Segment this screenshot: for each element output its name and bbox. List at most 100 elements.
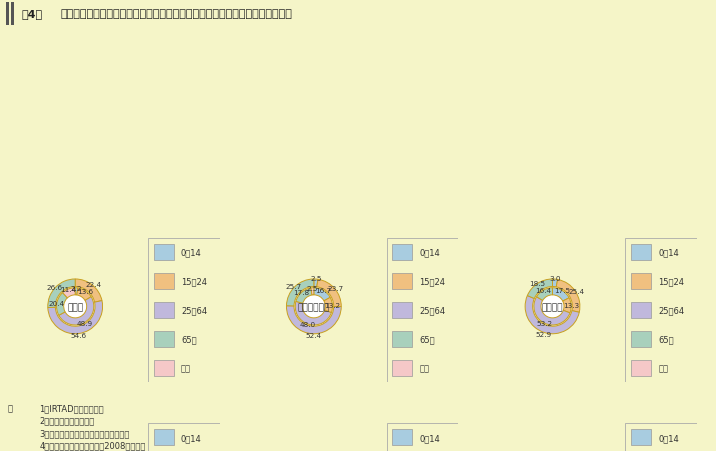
Text: 25.7: 25.7 <box>286 283 302 289</box>
FancyBboxPatch shape <box>631 244 651 261</box>
Wedge shape <box>525 296 579 334</box>
FancyBboxPatch shape <box>154 244 174 261</box>
Text: 0～14: 0～14 <box>181 433 202 442</box>
Text: 不明: 不明 <box>181 364 191 373</box>
Text: イギリス: イギリス <box>542 302 563 311</box>
Text: 不明: 不明 <box>658 364 668 373</box>
Text: 11.4: 11.4 <box>60 286 77 292</box>
Wedge shape <box>57 293 67 316</box>
Text: 13.3: 13.3 <box>563 303 579 308</box>
Text: 17.8: 17.8 <box>293 290 309 295</box>
Wedge shape <box>296 288 312 304</box>
Text: 不明: 不明 <box>420 364 430 373</box>
Text: 25.4: 25.4 <box>569 288 584 294</box>
Text: 16.4: 16.4 <box>535 287 551 293</box>
Wedge shape <box>553 288 569 301</box>
FancyBboxPatch shape <box>392 302 412 318</box>
Text: 2　数値は構成率（％）: 2 数値は構成率（％） <box>39 416 95 425</box>
Wedge shape <box>536 288 553 301</box>
Wedge shape <box>553 279 558 287</box>
Text: 25～64: 25～64 <box>420 306 445 315</box>
Text: 3　内円は人口，外円は交通事故死者数: 3 内円は人口，外円は交通事故死者数 <box>39 428 130 437</box>
Wedge shape <box>59 297 94 325</box>
Text: 注: 注 <box>7 403 12 412</box>
Text: 15～24: 15～24 <box>420 277 445 286</box>
Text: 4　アメリカの人口構成率は2008年の数値: 4 アメリカの人口構成率は2008年の数値 <box>39 441 146 450</box>
Text: 25～64: 25～64 <box>658 306 684 315</box>
Text: 主な欧米諸国の年齢層別交通事故死者数の達成率と人口構成率（２００９年）: 主な欧米諸国の年齢層別交通事故死者数の達成率と人口構成率（２００９年） <box>61 9 293 19</box>
Wedge shape <box>556 280 580 313</box>
Text: 52.4: 52.4 <box>305 332 321 338</box>
Wedge shape <box>534 297 570 325</box>
Circle shape <box>303 295 325 318</box>
FancyBboxPatch shape <box>631 302 651 318</box>
Wedge shape <box>62 288 75 298</box>
Text: 48.0: 48.0 <box>300 322 316 327</box>
Text: 1　IRTAD資料による。: 1 IRTAD資料による。 <box>39 403 104 412</box>
Text: 23.7: 23.7 <box>327 285 344 291</box>
Wedge shape <box>314 279 318 287</box>
Text: 25～64: 25～64 <box>181 306 207 315</box>
Text: スウェーデン: スウェーデン <box>298 302 330 311</box>
Wedge shape <box>311 288 314 295</box>
Text: 16.7: 16.7 <box>316 287 332 294</box>
Text: 13.2: 13.2 <box>324 302 341 308</box>
Bar <box>6 3 9 26</box>
FancyBboxPatch shape <box>154 429 174 446</box>
Wedge shape <box>286 306 342 334</box>
Wedge shape <box>324 298 332 313</box>
Wedge shape <box>563 298 571 313</box>
Text: 0～14: 0～14 <box>658 433 679 442</box>
Circle shape <box>64 295 87 318</box>
Text: 65～: 65～ <box>658 335 674 344</box>
Text: 13.6: 13.6 <box>77 288 94 294</box>
Text: 2.2: 2.2 <box>71 285 82 291</box>
Bar <box>11 3 14 26</box>
Text: 65～: 65～ <box>420 335 435 344</box>
FancyBboxPatch shape <box>392 273 412 290</box>
FancyBboxPatch shape <box>154 273 174 290</box>
FancyBboxPatch shape <box>154 302 174 318</box>
Text: ドイツ: ドイツ <box>67 302 83 311</box>
Wedge shape <box>48 301 102 334</box>
Text: 15～24: 15～24 <box>658 277 684 286</box>
Text: 2.5: 2.5 <box>310 275 321 281</box>
Text: 20.4: 20.4 <box>49 301 64 307</box>
Wedge shape <box>75 279 102 303</box>
Text: 22.4: 22.4 <box>85 281 101 287</box>
Text: 2.5: 2.5 <box>306 285 318 291</box>
Wedge shape <box>314 288 330 301</box>
Text: 0～14: 0～14 <box>420 433 440 442</box>
FancyBboxPatch shape <box>631 360 651 376</box>
FancyBboxPatch shape <box>392 331 412 347</box>
Wedge shape <box>528 279 553 299</box>
Text: 0～14: 0～14 <box>420 248 440 257</box>
FancyBboxPatch shape <box>392 244 412 261</box>
FancyBboxPatch shape <box>631 429 651 446</box>
Wedge shape <box>77 288 91 301</box>
Wedge shape <box>48 279 75 308</box>
Wedge shape <box>75 288 78 295</box>
Circle shape <box>541 295 563 318</box>
Wedge shape <box>316 280 342 307</box>
Text: 第4図: 第4図 <box>21 9 43 19</box>
Text: 65～: 65～ <box>181 335 196 344</box>
Text: 18.5: 18.5 <box>528 280 545 286</box>
Wedge shape <box>295 302 332 325</box>
Text: 15～24: 15～24 <box>181 277 207 286</box>
FancyBboxPatch shape <box>154 331 174 347</box>
FancyBboxPatch shape <box>631 331 651 347</box>
Text: 0～14: 0～14 <box>181 248 202 257</box>
Text: 48.9: 48.9 <box>77 320 92 326</box>
Text: 53.2: 53.2 <box>536 321 552 327</box>
Wedge shape <box>286 279 314 306</box>
Text: 3.0: 3.0 <box>549 275 561 281</box>
FancyBboxPatch shape <box>392 429 412 446</box>
Text: 52.9: 52.9 <box>536 331 552 337</box>
FancyBboxPatch shape <box>392 360 412 376</box>
Text: 17.5: 17.5 <box>554 288 571 294</box>
Text: 54.6: 54.6 <box>71 332 87 338</box>
FancyBboxPatch shape <box>154 360 174 376</box>
Text: 0～14: 0～14 <box>658 248 679 257</box>
FancyBboxPatch shape <box>631 273 651 290</box>
